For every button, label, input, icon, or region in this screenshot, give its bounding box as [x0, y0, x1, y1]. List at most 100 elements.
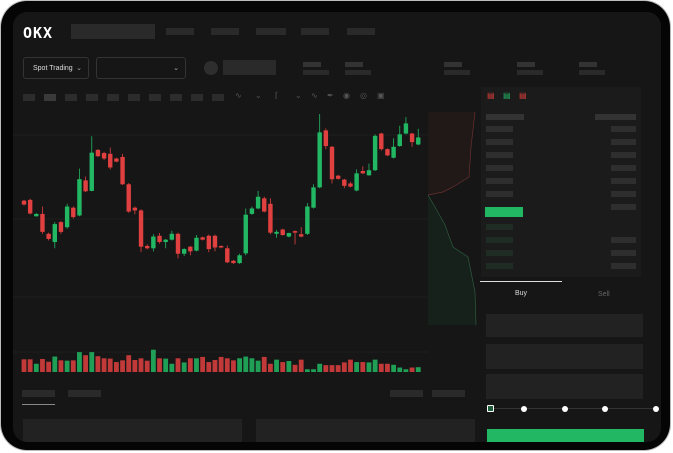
stat-value — [444, 70, 470, 75]
depth-asks-line — [427, 111, 476, 196]
candle-body — [126, 184, 131, 212]
depth-asks-area — [428, 112, 475, 195]
candle-body — [329, 146, 335, 180]
timeframe-button-6[interactable] — [128, 94, 140, 101]
search-bar[interactable] — [71, 24, 155, 39]
chart-type-icon[interactable]: ⌈ — [275, 91, 279, 100]
chevron-down-icon[interactable]: ⌄ — [295, 91, 302, 100]
line-tool-icon[interactable]: ∿ — [311, 91, 318, 100]
volume-bar — [101, 358, 107, 372]
stat-label — [444, 62, 462, 67]
price-input[interactable] — [486, 314, 643, 337]
candle-body — [83, 180, 88, 192]
timeframe-button-3[interactable] — [65, 94, 77, 101]
candle-body — [89, 152, 94, 191]
candle-body — [379, 133, 384, 150]
tab-sell[interactable]: Sell — [598, 291, 610, 298]
stat-label — [303, 62, 321, 67]
timeframe-button-2[interactable] — [44, 94, 56, 101]
timeframe-button-5[interactable] — [107, 94, 119, 101]
slider-stop-25[interactable] — [521, 406, 527, 412]
candle-body — [255, 196, 261, 209]
candle-body — [151, 236, 156, 249]
timeframe-button-8[interactable] — [170, 94, 182, 101]
volume-bar — [311, 369, 316, 372]
candle-body — [101, 153, 107, 159]
nav-item-3[interactable] — [256, 28, 286, 35]
volume-bar — [255, 360, 261, 372]
volume-bar — [58, 360, 64, 372]
timeframe-button-7[interactable] — [149, 94, 161, 101]
candle-body — [231, 260, 236, 264]
slider-stop-100[interactable] — [653, 406, 659, 412]
candle-body — [194, 237, 199, 251]
pair-selector-dropdown[interactable]: ⌄ — [96, 57, 186, 79]
candle-body — [175, 233, 181, 254]
candle-body — [403, 123, 409, 134]
timeframe-button-1[interactable] — [23, 94, 35, 101]
volume-bar — [415, 367, 421, 372]
volume-bar — [317, 363, 323, 372]
nav-item-2[interactable] — [211, 28, 239, 35]
volume-bar — [206, 362, 212, 372]
chevron-down-icon[interactable]: ⌄ — [255, 91, 262, 100]
volume-bar — [138, 358, 144, 372]
candle-body — [52, 224, 57, 243]
volume-bar — [323, 365, 329, 372]
candle-body — [237, 255, 242, 264]
buy-button[interactable] — [487, 429, 644, 442]
candle-body — [280, 229, 285, 235]
candle-body — [299, 234, 304, 237]
candle-body — [348, 183, 353, 187]
timeframe-button-4[interactable] — [86, 94, 98, 101]
volume-bar — [21, 359, 27, 372]
active-tab-indicator — [480, 281, 562, 282]
volume-bar — [286, 361, 292, 372]
pen-icon[interactable]: ✒ — [327, 91, 334, 100]
candle-body — [145, 245, 150, 249]
depth-bids-line — [427, 194, 477, 326]
nav-item-1[interactable] — [166, 28, 194, 35]
orderbook-asks-icon[interactable]: ▤ — [519, 91, 527, 100]
candle-body — [323, 130, 329, 147]
camera-icon[interactable]: ◉ — [343, 91, 350, 100]
chevron-down-icon: ⌄ — [76, 65, 82, 72]
market-type-dropdown[interactable]: Spot Trading ⌄ — [23, 57, 89, 79]
tab-open-orders[interactable] — [22, 390, 55, 397]
ask-price — [486, 165, 513, 171]
candlestick-chart[interactable] — [13, 107, 481, 377]
indicator-icon[interactable]: ∿ — [235, 91, 242, 100]
orderbook-both-icon[interactable]: ▤ — [487, 91, 495, 100]
candle-body — [218, 245, 224, 248]
slider-stop-75[interactable] — [602, 406, 608, 412]
total-input[interactable] — [486, 374, 643, 399]
tab-order-history[interactable] — [68, 390, 101, 397]
timeframe-button-10[interactable] — [212, 94, 224, 101]
amount-slider-track[interactable] — [489, 408, 657, 409]
orderbook-bids-icon[interactable]: ▤ — [503, 91, 511, 100]
bottom-action-1[interactable] — [390, 390, 423, 397]
bottom-action-2[interactable] — [432, 390, 465, 397]
volume-bar — [132, 360, 138, 372]
candle-body — [360, 171, 365, 174]
nav-item-5[interactable] — [347, 28, 375, 35]
tab-buy[interactable]: Buy — [515, 290, 528, 297]
bid-amount — [611, 237, 636, 243]
amount-input[interactable] — [486, 344, 643, 369]
fullscreen-icon[interactable]: ▣ — [377, 91, 385, 100]
slider-stop-50[interactable] — [562, 406, 568, 412]
timeframe-button-9[interactable] — [191, 94, 203, 101]
nav-item-4[interactable] — [301, 28, 329, 35]
volume-bar — [181, 362, 187, 372]
bid-price — [486, 224, 513, 230]
candle-body — [58, 222, 64, 232]
volume-bar — [329, 365, 335, 372]
volume-bar — [341, 362, 347, 372]
volume-bar — [243, 356, 249, 372]
candle-body — [409, 133, 415, 143]
target-icon[interactable]: ◎ — [360, 91, 367, 100]
candle-body — [385, 149, 390, 156]
volume-bar — [157, 358, 162, 372]
slider-handle[interactable] — [487, 405, 494, 412]
okx-logo[interactable]: OKX — [23, 24, 54, 42]
